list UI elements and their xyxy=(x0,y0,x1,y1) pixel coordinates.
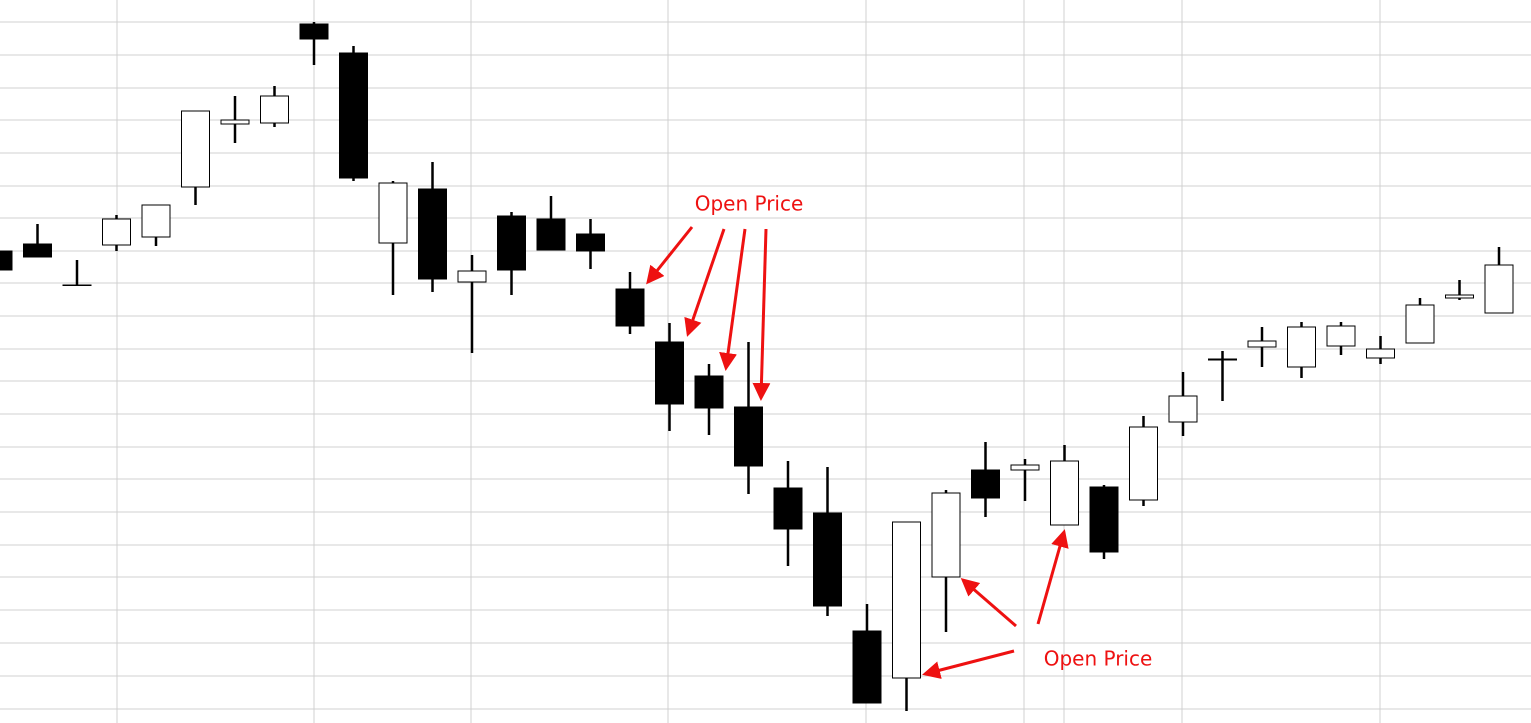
candle-body xyxy=(931,492,961,578)
annotation: Open Price xyxy=(1044,647,1153,671)
candle-body xyxy=(1484,264,1514,314)
candle-body xyxy=(1168,395,1198,423)
candle-body xyxy=(971,469,1000,499)
candle-body xyxy=(813,512,842,607)
candle-body xyxy=(655,341,684,405)
candle-body xyxy=(339,52,368,179)
arrow xyxy=(922,649,1015,679)
candle-body xyxy=(141,204,171,238)
candle-body xyxy=(694,375,724,409)
annotation: Open Price xyxy=(695,192,804,216)
candle-body xyxy=(457,270,487,283)
candle-body xyxy=(299,23,329,40)
candle-body xyxy=(260,95,289,124)
candle-body xyxy=(181,110,210,188)
candle-body xyxy=(1326,325,1356,347)
candle-body xyxy=(892,521,921,679)
candle-body xyxy=(378,182,408,244)
candle-body xyxy=(497,215,526,271)
candle-body xyxy=(1010,464,1040,471)
candle-body xyxy=(615,288,645,327)
candle-body xyxy=(1089,486,1119,553)
annotation-arrows xyxy=(646,226,1069,679)
arrow xyxy=(752,228,771,401)
candles xyxy=(0,22,1514,711)
candle-body xyxy=(1208,358,1237,361)
candle-body xyxy=(220,119,250,125)
candle-body xyxy=(1129,426,1158,501)
candle-body xyxy=(536,218,566,251)
candle-body xyxy=(576,233,605,252)
candle-body xyxy=(23,243,52,258)
arrow xyxy=(719,228,747,371)
candle-body xyxy=(0,250,13,271)
candle-body xyxy=(62,284,92,286)
arrow xyxy=(1036,529,1069,625)
candle-body xyxy=(1050,460,1079,526)
candle-body xyxy=(852,630,882,704)
arrow xyxy=(960,578,1017,628)
candle-body xyxy=(418,188,447,280)
candle-body xyxy=(1405,304,1435,344)
candle-body xyxy=(1247,340,1277,348)
arrow xyxy=(684,228,726,337)
candle-body xyxy=(1366,348,1395,359)
candle-body xyxy=(1287,326,1316,368)
candle-body xyxy=(734,406,763,467)
horizontal-grid xyxy=(0,21,1531,710)
candle-body xyxy=(102,218,131,246)
candle-body xyxy=(1445,294,1474,299)
arrow xyxy=(646,226,694,285)
candle-body xyxy=(773,487,803,530)
